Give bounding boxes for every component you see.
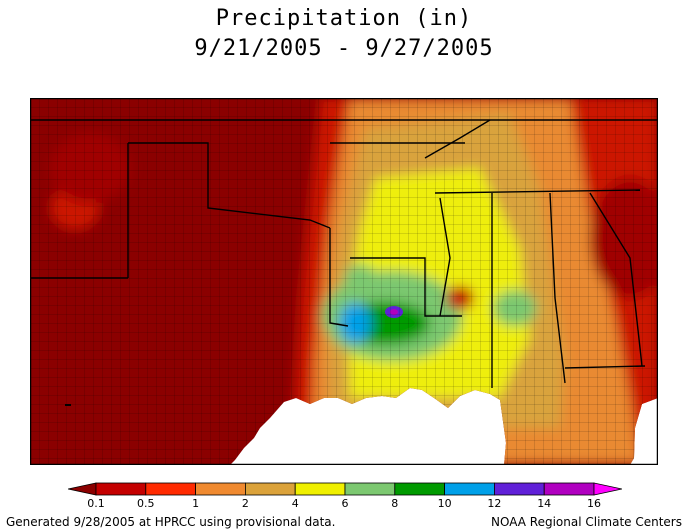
generation-note: Generated 9/28/2005 at HPRCC using provi… (6, 515, 336, 529)
map-title: Precipitation (in) (215, 6, 473, 31)
legend-tick-label: 1 (192, 497, 200, 510)
legend-tick-label: 12 (487, 497, 502, 510)
legend-swatch (294, 482, 346, 496)
legend-arrow-high (593, 482, 622, 496)
legend-swatch (493, 482, 545, 496)
map-date-range: 9/21/2005 - 9/27/2005 (194, 36, 494, 61)
legend-swatch (394, 482, 445, 496)
legend-swatch (543, 482, 595, 496)
state-boundaries (30, 119, 658, 388)
legend-tick-label: 16 (587, 497, 601, 510)
legend-swatch (145, 482, 197, 496)
legend-tick-label: 14 (537, 497, 552, 510)
legend-tick-label: 2 (241, 497, 249, 510)
legend-swatch (444, 482, 495, 496)
legend-tick-label: 0.5 (137, 497, 155, 510)
legend-arrow-low (68, 482, 97, 496)
legend-swatch (244, 482, 296, 496)
rainfall-field (30, 98, 658, 465)
map-border (30, 98, 658, 465)
legend-tick-label: 10 (437, 497, 452, 510)
precipitation-map (30, 98, 658, 465)
legend-swatch (195, 482, 246, 496)
legend-tick-label: 0.1 (87, 497, 105, 510)
source-credit: NOAA Regional Climate Centers (491, 515, 682, 529)
legend-swatch (95, 482, 147, 496)
legend-tick-label: 4 (291, 497, 299, 510)
precipitation-color-legend (68, 482, 622, 496)
legend-swatch (344, 482, 396, 496)
legend-tick-label: 8 (391, 497, 399, 510)
legend-tick-label: 6 (341, 497, 349, 510)
